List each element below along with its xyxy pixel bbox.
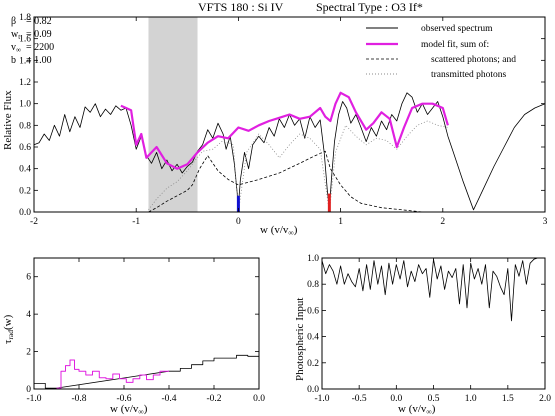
br-xtick-label-6: 2.0 (539, 394, 551, 404)
top-ytick-label-2: 0.4 (19, 165, 31, 175)
br-plot-frame (321, 257, 546, 390)
bl-series-group (34, 354, 259, 389)
legend-label-observed: observed spectrum (421, 24, 493, 34)
top-ytick-label-9: 1.8 (19, 13, 31, 23)
br-ytick-label-2: 0.4 (307, 333, 319, 343)
bl-series-line-1 (56, 359, 169, 389)
bl-ytick-label-0: 0 (26, 385, 31, 395)
legend-label-transmitted: transmitted photons (431, 70, 507, 80)
br-ytick-label-4: 0.8 (307, 280, 319, 290)
top-xlabel: w (v/v∞) (260, 224, 298, 237)
bl-series-line-0 (34, 354, 259, 389)
br-series-line-0 (321, 257, 545, 322)
bl-xtick-label-0: -1.0 (26, 394, 41, 404)
bottom-left-panel: -1.0 -0.8 -0.6 -0.4 -0.2 0.0 0 2 4 6 w (v/v∞) τra… (2, 257, 265, 416)
top-series-line-0 (33, 92, 546, 211)
bottom-right-panel: -1.0 -0.5 0.0 0.5 1.0 1.5 2.0 0.0 0.2 0.4 0.6 0.8 1.… (294, 254, 551, 416)
top-ytick-label-3: 0.6 (19, 143, 31, 153)
bl-ytick-label-2: 4 (26, 310, 31, 320)
parameters-block: β = 0.82 wt = 0.09 v∞ = 2200 b = 1.00 (11, 16, 54, 66)
top-xtick-label-0: -2 (30, 217, 38, 227)
chart-title-left: VFTS 180 : Si IV (198, 0, 284, 14)
br-xtick-label-5: 1.5 (502, 394, 514, 404)
br-xtick-label-4: 1.0 (465, 394, 477, 404)
br-xtick-label-1: -0.5 (352, 394, 367, 404)
bl-ticks-group: -1.0 -0.8 -0.6 -0.4 -0.2 0.0 0 2 4 6 (26, 258, 265, 404)
top-ytick-label-4: 0.8 (19, 121, 31, 131)
bl-xlabel: w (v/v∞) (110, 403, 148, 416)
top-xtick-label-5: 3 (543, 217, 548, 227)
top-ytick-label-5: 1.0 (19, 100, 31, 110)
top-ylabel: Relative Flux (2, 90, 14, 150)
top-series-group (33, 91, 546, 213)
top-markers-group (236, 193, 331, 212)
top-series-line-2 (148, 150, 423, 213)
bl-xtick-label-2: -0.6 (116, 394, 131, 404)
bl-xtick-label-5: 0.0 (253, 394, 265, 404)
br-ylabel: Photospheric Input (294, 298, 306, 381)
br-series-group (321, 257, 545, 322)
param-wt: wt = 0.09 (11, 29, 52, 42)
top-ytick-label-6: 1.2 (19, 78, 31, 88)
br-ytick-label-1: 0.2 (307, 359, 319, 369)
bl-xtick-label-3: -0.4 (161, 394, 176, 404)
top-xtick-label-4: 2 (440, 217, 445, 227)
br-xtick-label-3: 0.5 (428, 394, 440, 404)
bl-xtick-label-4: -0.2 (206, 394, 221, 404)
top-panel: -2 -1 0 1 2 3 0.0 0.2 0.4 0.6 0.8 1.0 1.2 1.4 1.6 1.8 β… (2, 13, 548, 237)
top-shaded-region (148, 17, 198, 212)
chart-title-right: Spectral Type : O3 If* (316, 0, 423, 14)
br-xtick-label-0: -1.0 (314, 394, 329, 404)
bl-ytick-label-1: 2 (26, 348, 31, 358)
br-ytick-label-0: 0.0 (307, 385, 319, 395)
br-xlabel: w (v/v∞) (398, 403, 436, 416)
top-ticks-group: -2 -1 0 1 2 3 0.0 0.2 0.4 0.6 0.8 1.0 1.2 1.4 1.6 1.8 (19, 13, 548, 227)
legend-label-model: model fit, sum of: (421, 39, 489, 50)
param-beta: β = 0.82 (11, 16, 52, 27)
legend-label-scattered: scattered photons; and (431, 55, 516, 65)
top-xtick-label-3: 1 (338, 217, 343, 227)
br-xtick-label-2: 0.0 (390, 394, 402, 404)
param-vinf: v∞ = 2200 (11, 42, 54, 55)
top-plot-frame (33, 16, 546, 213)
top-xtick-label-2: 0 (236, 217, 241, 227)
br-ticks-group: -1.0 -0.5 0.0 0.5 1.0 1.5 2.0 0.0 0.2 0.4 0.6 0.8 1.… (307, 254, 551, 404)
top-ytick-label-8: 1.6 (19, 35, 31, 45)
bl-ylabel: τrad(w) (2, 314, 15, 344)
bl-plot-frame (33, 257, 260, 390)
top-xtick-label-1: -1 (132, 217, 140, 227)
legend: observed spectrum model fit, sum of: sca… (366, 24, 516, 80)
param-b: b = 1.00 (11, 55, 52, 66)
top-ytick-label-0: 0.0 (19, 208, 31, 218)
top-ytick-label-7: 1.4 (19, 56, 31, 66)
top-ytick-label-1: 0.2 (19, 186, 31, 196)
top-series-line-1 (120, 91, 449, 170)
br-ytick-label-5: 1.0 (307, 254, 319, 264)
br-ytick-label-3: 0.6 (307, 306, 319, 316)
bl-xtick-label-1: -0.8 (71, 394, 86, 404)
bl-ytick-label-3: 6 (26, 273, 31, 283)
